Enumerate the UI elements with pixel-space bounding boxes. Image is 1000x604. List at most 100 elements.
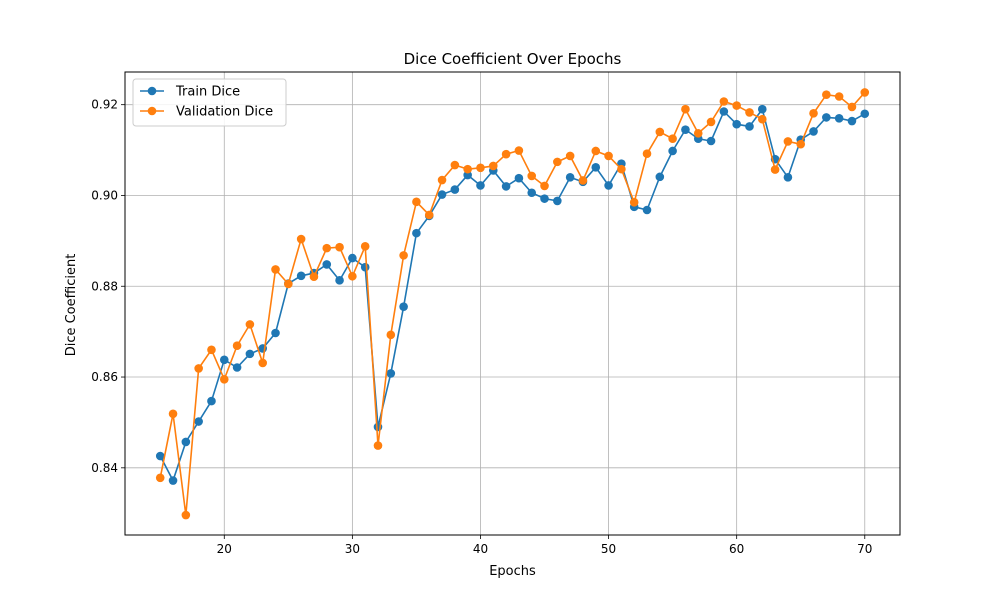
data-point bbox=[501, 182, 511, 191]
data-point bbox=[463, 164, 472, 174]
data-point bbox=[437, 190, 447, 199]
data-point bbox=[668, 134, 677, 144]
data-point bbox=[322, 260, 332, 269]
legend-marker bbox=[147, 106, 157, 116]
data-point bbox=[527, 171, 537, 181]
data-point bbox=[296, 271, 306, 281]
data-point bbox=[463, 170, 472, 180]
x-tick-label: 20 bbox=[217, 542, 232, 556]
data-point bbox=[450, 185, 460, 194]
series-train-dice bbox=[155, 104, 870, 485]
data-point bbox=[476, 163, 485, 173]
data-point bbox=[860, 88, 870, 97]
data-point bbox=[322, 243, 332, 253]
data-point bbox=[181, 510, 191, 520]
data-point bbox=[706, 136, 716, 146]
data-point bbox=[424, 210, 434, 220]
data-point bbox=[745, 122, 754, 131]
data-point bbox=[642, 149, 652, 159]
data-point bbox=[732, 119, 741, 129]
data-point bbox=[834, 92, 844, 101]
data-point bbox=[655, 172, 665, 182]
data-point bbox=[271, 265, 280, 274]
series-line bbox=[159, 107, 866, 483]
data-point bbox=[284, 279, 293, 289]
data-point bbox=[655, 127, 665, 137]
x-tick-label: 50 bbox=[601, 542, 616, 556]
data-point bbox=[809, 127, 818, 136]
data-point bbox=[553, 196, 562, 206]
y-tick-label: 0.84 bbox=[91, 461, 118, 475]
legend-item: Validation Dice bbox=[140, 105, 273, 120]
x-tick-label: 70 bbox=[857, 542, 872, 556]
data-point bbox=[757, 114, 767, 124]
data-point bbox=[488, 161, 498, 171]
data-point bbox=[232, 363, 242, 372]
legend-label: Train Dice bbox=[175, 85, 240, 100]
data-point bbox=[181, 437, 191, 447]
data-point bbox=[399, 302, 408, 311]
data-point bbox=[373, 441, 383, 450]
data-point bbox=[360, 242, 370, 251]
data-point bbox=[604, 151, 613, 161]
data-point bbox=[565, 173, 575, 182]
data-point bbox=[540, 194, 549, 203]
legend-marker bbox=[147, 86, 157, 96]
data-point bbox=[668, 146, 677, 156]
data-point bbox=[194, 364, 203, 373]
x-tick-label: 60 bbox=[729, 542, 744, 556]
y-tick-label: 0.86 bbox=[91, 370, 118, 384]
data-point bbox=[553, 157, 562, 167]
data-point bbox=[245, 320, 255, 329]
axis-ticks: 20 30 40 50 60 70 0.84 0.86 0.88 0.90 0.92 bbox=[91, 98, 872, 556]
y-tick-label: 0.88 bbox=[91, 279, 118, 293]
y-tick-label: 0.92 bbox=[91, 98, 118, 112]
data-point bbox=[757, 104, 767, 114]
data-point bbox=[194, 417, 203, 426]
data-point bbox=[335, 242, 344, 252]
data-point bbox=[591, 163, 601, 172]
series-validation-dice bbox=[155, 88, 870, 520]
data-point bbox=[706, 117, 716, 127]
data-point bbox=[514, 146, 524, 155]
data-point bbox=[296, 234, 306, 244]
x-axis-label: Epochs bbox=[489, 564, 536, 579]
data-point bbox=[168, 476, 178, 485]
data-point bbox=[219, 355, 229, 365]
series-line bbox=[159, 91, 866, 516]
data-point bbox=[796, 139, 806, 149]
data-point bbox=[834, 114, 844, 123]
data-point bbox=[745, 108, 754, 117]
data-point bbox=[501, 149, 511, 159]
data-point bbox=[155, 473, 165, 483]
data-point bbox=[681, 125, 690, 134]
data-point bbox=[348, 253, 357, 263]
data-point bbox=[732, 101, 741, 110]
data-point bbox=[847, 116, 857, 126]
plot-frame bbox=[124, 71, 901, 536]
data-point bbox=[476, 181, 485, 190]
data-point bbox=[604, 181, 613, 190]
data-point bbox=[386, 330, 396, 340]
data-point bbox=[155, 451, 165, 461]
data-point bbox=[437, 175, 447, 185]
data-point bbox=[245, 349, 255, 359]
data-point bbox=[642, 205, 652, 215]
data-point bbox=[809, 109, 818, 118]
data-point bbox=[348, 271, 357, 281]
data-point bbox=[207, 396, 216, 406]
data-point bbox=[629, 197, 639, 207]
data-point bbox=[412, 228, 421, 238]
y-axis-label: Dice Coefficient bbox=[64, 254, 79, 357]
x-tick-label: 30 bbox=[345, 542, 360, 556]
data-point bbox=[591, 146, 601, 156]
legend-label: Validation Dice bbox=[176, 105, 273, 120]
data-point bbox=[847, 102, 857, 112]
data-point bbox=[770, 165, 780, 174]
data-point bbox=[386, 369, 396, 378]
data-point bbox=[822, 90, 831, 99]
data-point bbox=[719, 97, 729, 106]
data-point bbox=[565, 151, 575, 161]
